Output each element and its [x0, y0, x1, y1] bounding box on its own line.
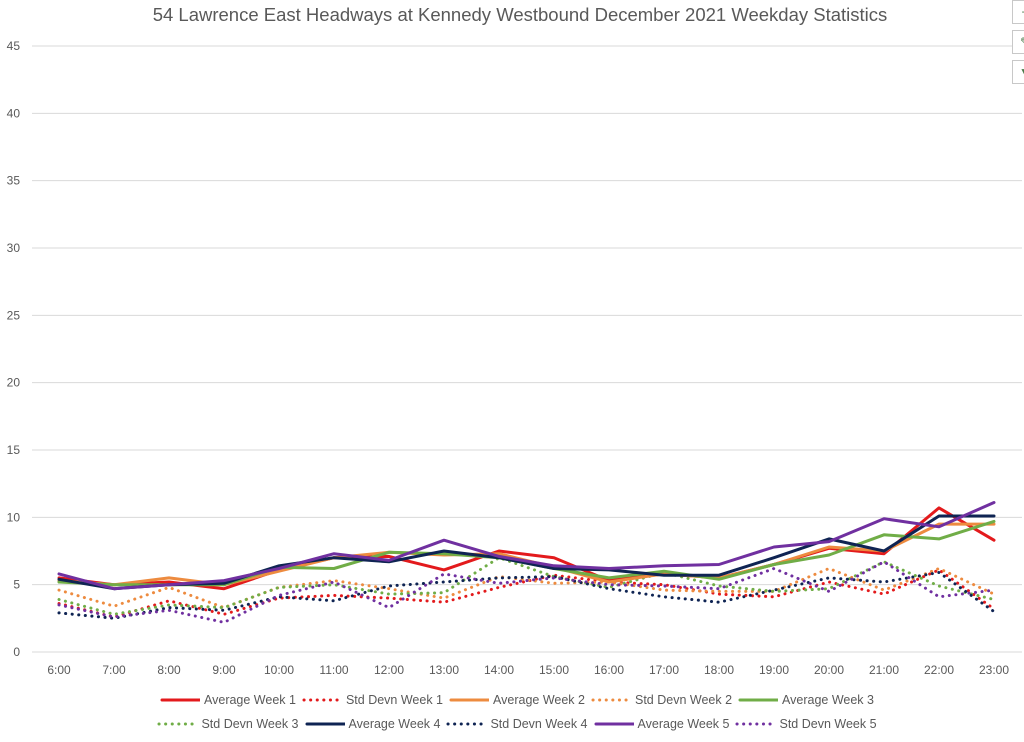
- chart-side-buttons: + ✎ ▼: [1012, 0, 1024, 90]
- chart-styles-button[interactable]: ✎: [1012, 30, 1024, 54]
- legend-label: Std Devn Week 5: [779, 717, 877, 731]
- legend-swatch: [305, 722, 345, 726]
- legend-label: Average Week 3: [782, 693, 874, 707]
- y-axis-ticks: 0 5 10 15 20 25 30 35 40 45: [7, 39, 21, 659]
- y-tick-label: 35: [7, 174, 21, 188]
- x-tick-label: 10:00: [264, 663, 294, 677]
- y-tick-label: 25: [7, 308, 21, 322]
- x-tick-label: 16:00: [594, 663, 624, 677]
- y-tick-label: 15: [7, 443, 21, 457]
- legend-swatch: [449, 698, 490, 702]
- legend-swatch: [157, 722, 198, 726]
- x-axis-ticks: 6:00 7:00 8:00 9:00 10:00 11:00 12:00 13:00 14:0…: [47, 663, 1009, 677]
- legend-item: Average Week 5: [594, 717, 730, 731]
- gridlines: [32, 45, 1022, 653]
- legend-swatch: [160, 698, 200, 702]
- legend-item: Average Week 3: [738, 693, 874, 707]
- y-tick-label: 30: [7, 241, 21, 255]
- legend-label: Std Devn Week 1: [345, 693, 444, 707]
- legend-item: Average Week 4: [305, 717, 441, 731]
- legend-row: Std Devn Week 3 Average Week 4 Std Devn We…: [0, 712, 1024, 736]
- series-line-std-devn-week-2: [57, 567, 996, 610]
- series-line-std-devn-week-1: [57, 568, 996, 619]
- x-tick-label: 18:00: [704, 663, 734, 677]
- x-tick-label: 17:00: [649, 663, 679, 677]
- legend: Average Week 1 Std Devn Week 1 Average Wee…: [0, 688, 1024, 736]
- y-tick-label: 45: [7, 39, 21, 53]
- series-line-std-devn-week-3: [57, 556, 996, 616]
- series-line-std-devn-week-5: [57, 560, 996, 624]
- x-tick-label: 12:00: [374, 663, 404, 677]
- series-lines: [57, 501, 996, 624]
- legend-swatch: [738, 698, 779, 702]
- legend-label: Average Week 5: [637, 717, 730, 731]
- chart-elements-button[interactable]: +: [1012, 0, 1024, 24]
- x-tick-label: 14:00: [484, 663, 514, 677]
- legend-item: Average Week 2: [449, 693, 585, 707]
- legend-label: Average Week 1: [204, 693, 296, 707]
- legend-item: Average Week 1: [160, 693, 296, 707]
- legend-label: Average Week 4: [348, 717, 441, 731]
- x-tick-label: 22:00: [924, 663, 954, 677]
- legend-item: Std Devn Week 2: [591, 693, 732, 707]
- series-line-average-week-4: [57, 514, 996, 591]
- legend-swatch: [591, 698, 631, 702]
- x-tick-label: 23:00: [979, 663, 1009, 677]
- x-tick-label: 6:00: [47, 663, 71, 677]
- legend-item: Std Devn Week 4: [446, 717, 588, 731]
- x-tick-label: 7:00: [102, 663, 126, 677]
- y-tick-label: 20: [7, 376, 21, 390]
- x-tick-label: 15:00: [539, 663, 569, 677]
- legend-label: Average Week 2: [493, 693, 585, 707]
- legend-row: Average Week 1 Std Devn Week 1 Average Wee…: [0, 688, 1024, 712]
- x-tick-label: 20:00: [814, 663, 844, 677]
- legend-swatch: [735, 722, 776, 726]
- series-line-average-week-5: [57, 501, 996, 591]
- legend-item: Std Devn Week 3: [157, 717, 299, 731]
- legend-item: Std Devn Week 5: [735, 717, 877, 731]
- legend-label: Std Devn Week 4: [490, 717, 588, 731]
- y-tick-label: 40: [7, 106, 21, 120]
- chart-title: 54 Lawrence East Headways at Kennedy Wes…: [152, 4, 888, 25]
- legend-label: Std Devn Week 3: [201, 717, 299, 731]
- x-tick-label: 8:00: [157, 663, 181, 677]
- series-line-std-devn-week-4: [57, 571, 996, 620]
- chart-filters-button[interactable]: ▼: [1012, 60, 1024, 84]
- legend-swatch: [594, 722, 634, 726]
- x-tick-label: 19:00: [759, 663, 789, 677]
- y-tick-label: 5: [13, 578, 20, 592]
- x-tick-label: 13:00: [429, 663, 459, 677]
- y-tick-label: 10: [7, 510, 21, 524]
- legend-label: Std Devn Week 2: [634, 693, 733, 707]
- legend-item: Std Devn Week 1: [302, 693, 443, 707]
- x-tick-label: 21:00: [869, 663, 899, 677]
- x-tick-label: 11:00: [319, 663, 348, 677]
- legend-swatch: [446, 722, 487, 726]
- y-tick-label: 0: [13, 645, 20, 659]
- x-tick-label: 9:00: [212, 663, 236, 677]
- legend-swatch: [302, 698, 342, 702]
- series-line-average-week-1: [57, 506, 996, 591]
